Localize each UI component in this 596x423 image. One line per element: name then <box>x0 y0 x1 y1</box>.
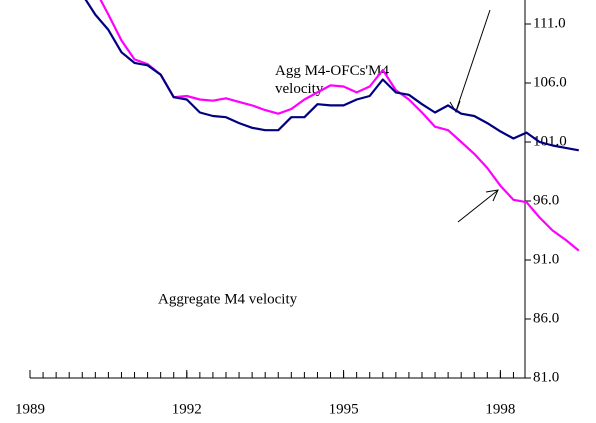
arrow <box>457 190 498 223</box>
y-tick-label: 96.0 <box>533 192 559 208</box>
series-line <box>84 0 579 152</box>
y-tick-label: 86.0 <box>533 310 559 326</box>
x-tick-label: 1995 <box>329 401 359 417</box>
minor-ticks <box>29 372 514 378</box>
arrow-head <box>449 100 461 114</box>
arrow-head <box>485 189 499 202</box>
y-tick-label: 106.0 <box>533 74 567 90</box>
series-annotation: Agg M4-OFCs'M4 velocity <box>275 63 389 97</box>
x-tick-label: 1998 <box>485 401 515 417</box>
series-annotation: Aggregate M4 velocity <box>158 291 298 307</box>
series-line <box>99 0 580 252</box>
x-tick-label: 1992 <box>172 401 202 417</box>
y-tick-label: 111.0 <box>533 15 566 31</box>
arrow <box>455 9 491 112</box>
y-tick-label: 81.0 <box>533 369 559 385</box>
x-tick-label: 1989 <box>15 401 45 417</box>
y-tick-label: 91.0 <box>533 251 559 267</box>
